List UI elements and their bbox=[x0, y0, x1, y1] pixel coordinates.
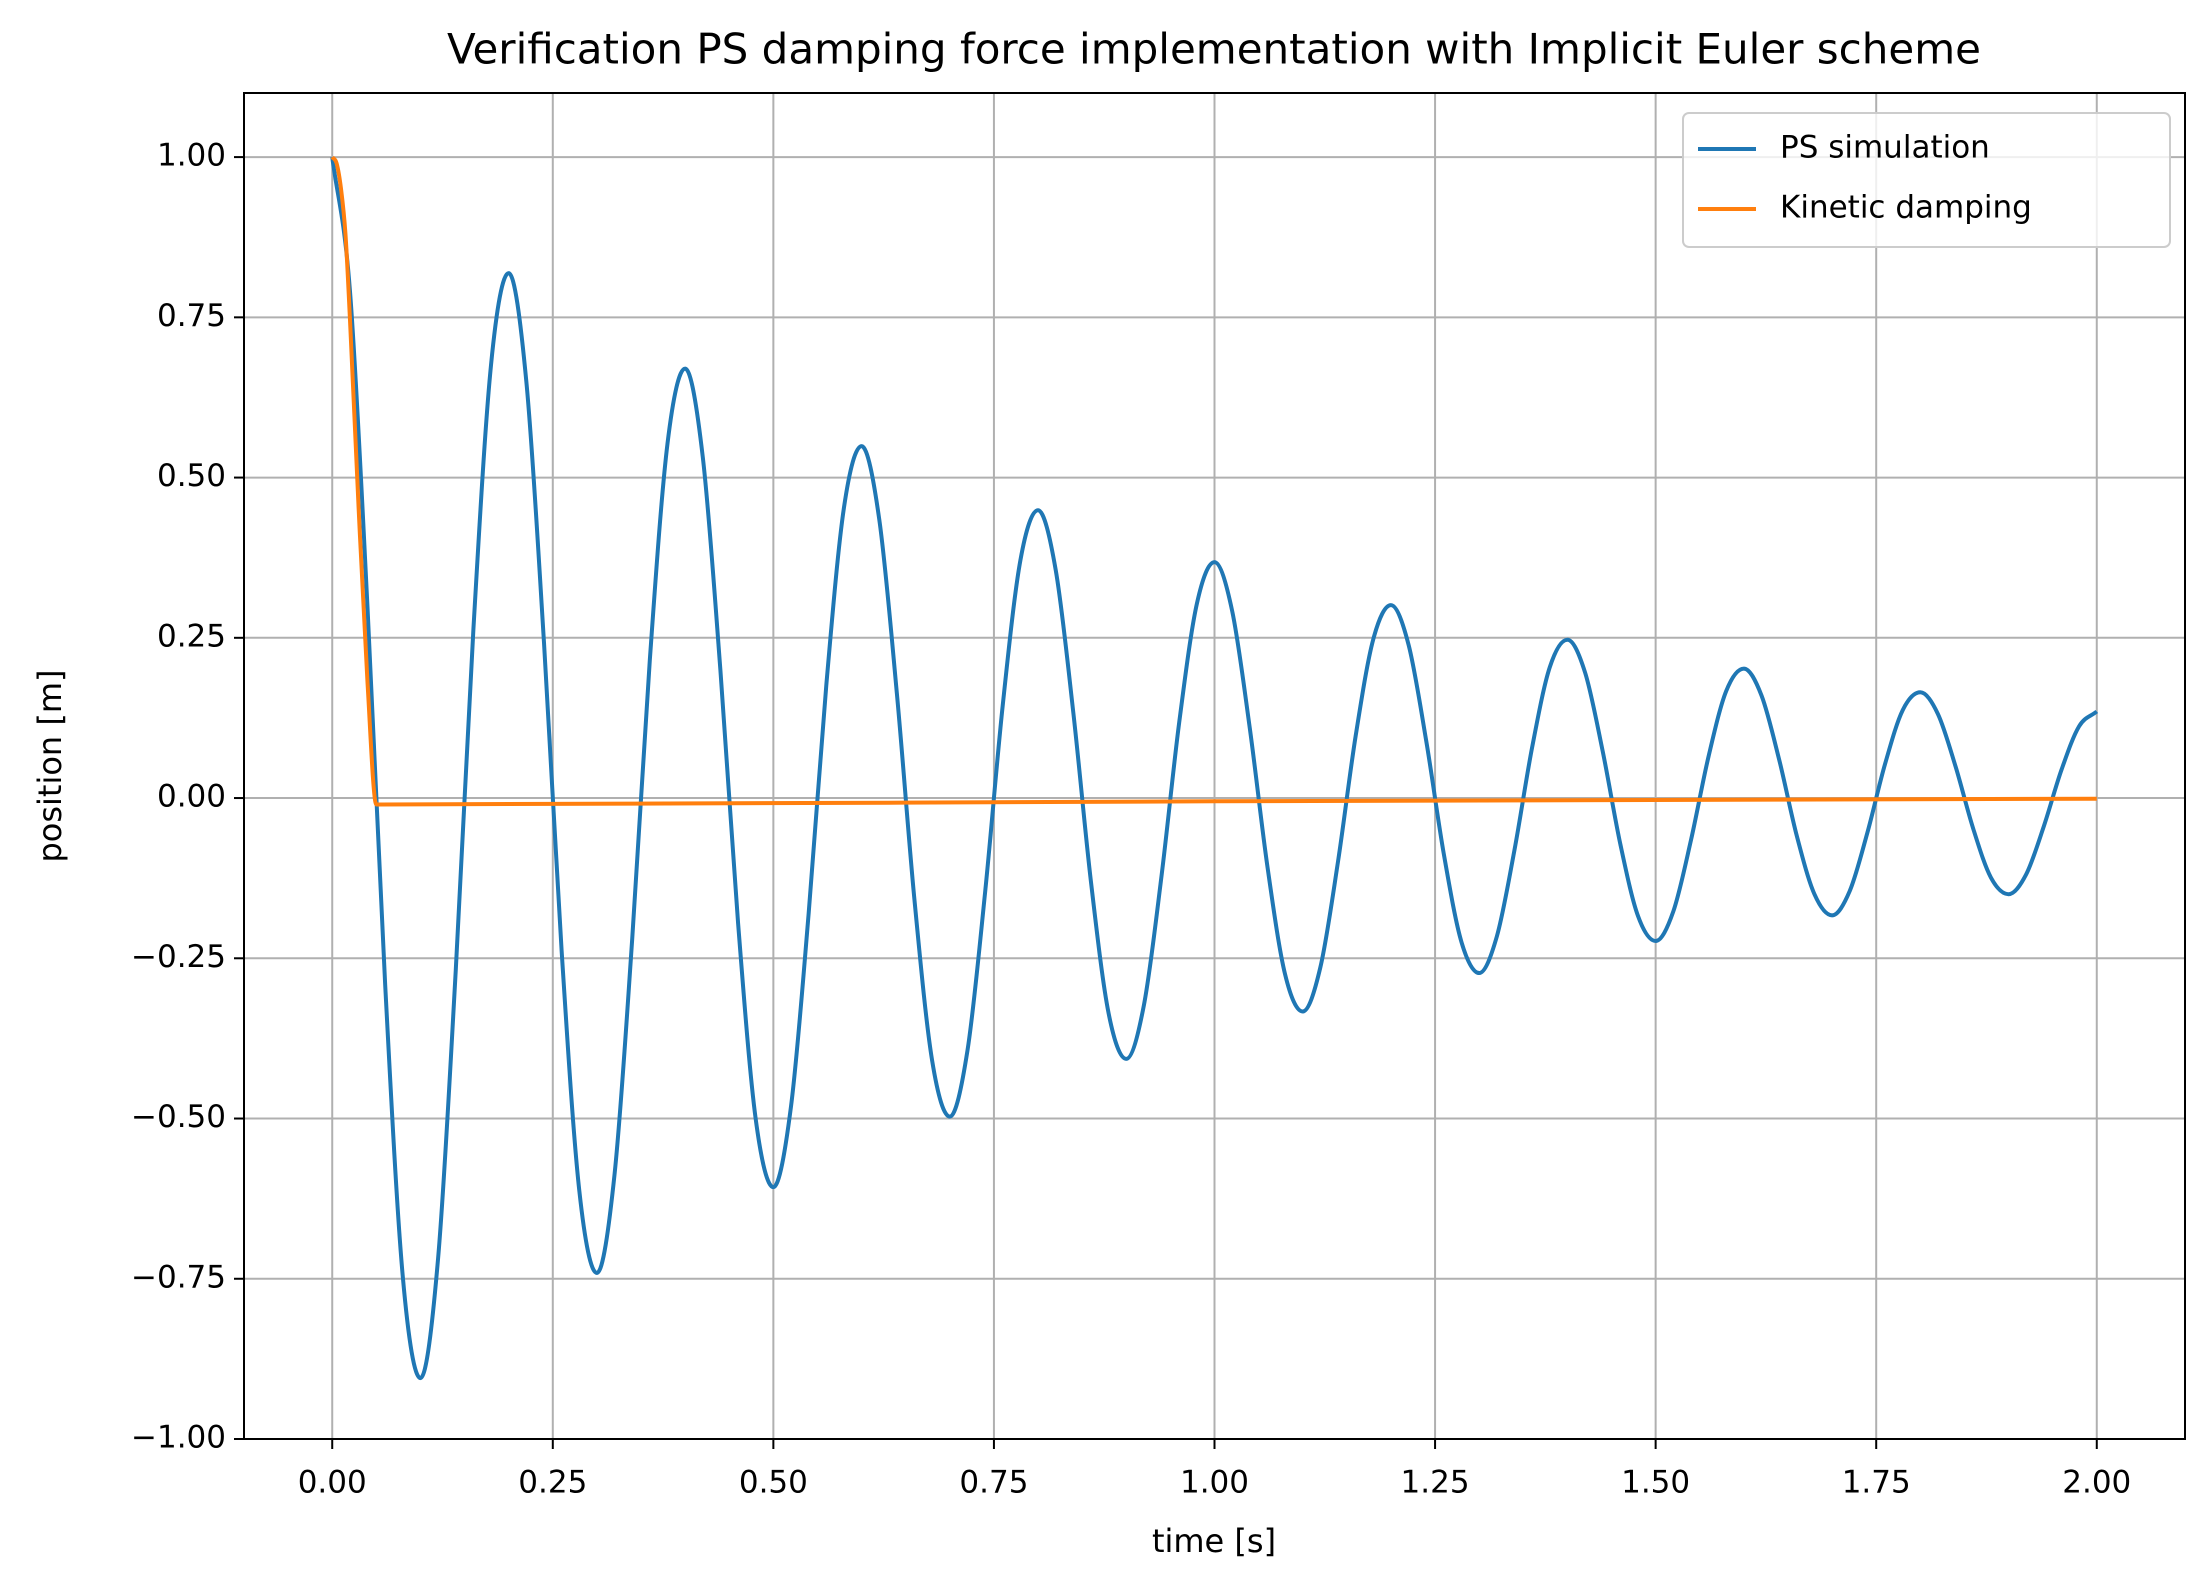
plot-frame bbox=[243, 92, 2186, 1440]
series-line bbox=[330, 155, 2097, 807]
x-tick-label: 2.00 bbox=[2062, 1465, 2131, 1501]
y-axis-label: position [m] bbox=[31, 669, 69, 862]
y-tick-label: 0.50 bbox=[157, 458, 226, 494]
legend-label: Kinetic damping bbox=[1780, 190, 2032, 226]
x-tick-label: 0.00 bbox=[298, 1465, 367, 1501]
x-axis-label: time [s] bbox=[1152, 1522, 1276, 1560]
legend-label: PS simulation bbox=[1780, 130, 1990, 166]
y-tick-label: 1.00 bbox=[157, 138, 226, 174]
chart-title: Verification PS damping force implementa… bbox=[447, 25, 1981, 74]
y-tick-label: 0.00 bbox=[157, 779, 226, 815]
y-tick-label: 0.25 bbox=[157, 618, 226, 654]
y-tick-label: 0.75 bbox=[157, 298, 226, 334]
series-line bbox=[330, 156, 2099, 1381]
x-tick-label: 1.00 bbox=[1180, 1465, 1249, 1501]
legend-box bbox=[1682, 112, 2171, 248]
x-tick-label: 0.50 bbox=[739, 1465, 808, 1501]
x-tick-label: 0.25 bbox=[518, 1465, 587, 1501]
y-tick-label: −0.25 bbox=[131, 939, 226, 975]
x-tick-label: 1.75 bbox=[1842, 1465, 1911, 1501]
y-tick-label: −0.50 bbox=[131, 1099, 226, 1135]
y-tick-label: −0.75 bbox=[131, 1259, 226, 1295]
x-tick-label: 1.25 bbox=[1401, 1465, 1470, 1501]
x-tick-label: 1.50 bbox=[1621, 1465, 1690, 1501]
y-tick-label: −1.00 bbox=[131, 1420, 226, 1456]
x-tick-label: 0.75 bbox=[959, 1465, 1028, 1501]
